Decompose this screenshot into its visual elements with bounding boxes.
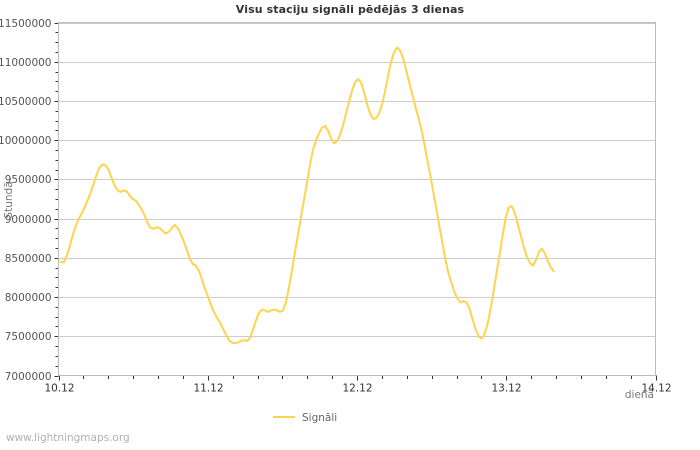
y-axis-ticks bbox=[54, 23, 59, 377]
x-axis-ticks bbox=[59, 375, 657, 381]
x-tick-label: 10.12 bbox=[44, 383, 74, 395]
data-series-group bbox=[59, 46, 555, 345]
plot-frame bbox=[58, 22, 656, 376]
x-axis-label: dienā bbox=[625, 389, 654, 401]
x-tick-label: 14.12 bbox=[641, 383, 671, 395]
y-tick-label: 8500000 bbox=[5, 253, 52, 265]
y-axis-tick-labels: 7000000 7500000 8000000 8500000 9000000 95000… bbox=[0, 18, 52, 383]
x-axis-tick-labels: 10.12 11.12 12.12 13.12 14.12 bbox=[44, 383, 671, 395]
y-tick-label: 8000000 bbox=[5, 292, 52, 304]
watermark-text: www.lightningmaps.org bbox=[6, 432, 130, 444]
x-tick-label: 11.12 bbox=[193, 383, 223, 395]
chart-legend: Signāli bbox=[273, 412, 337, 424]
legend-label: Signāli bbox=[302, 412, 337, 424]
y-tick-label: 10500000 bbox=[0, 96, 52, 108]
y-tick-label: 9000000 bbox=[5, 214, 52, 226]
y-tick-label: 11000000 bbox=[0, 57, 52, 69]
y-tick-label: 11500000 bbox=[0, 18, 52, 30]
x-tick-label: 12.12 bbox=[342, 383, 372, 395]
x-tick-label: 13.12 bbox=[491, 383, 521, 395]
y-tick-label: 7500000 bbox=[5, 331, 52, 343]
y-axis-label: Stundā bbox=[3, 181, 15, 218]
series-line-0 bbox=[59, 46, 555, 345]
y-tick-label: 10000000 bbox=[0, 135, 52, 147]
y-tick-label: 7000000 bbox=[5, 371, 52, 383]
chart-title: Visu staciju signāli pēdējās 3 dienas bbox=[235, 3, 465, 16]
grid-lines bbox=[58, 23, 656, 337]
y-tick-label: 9500000 bbox=[5, 174, 52, 186]
